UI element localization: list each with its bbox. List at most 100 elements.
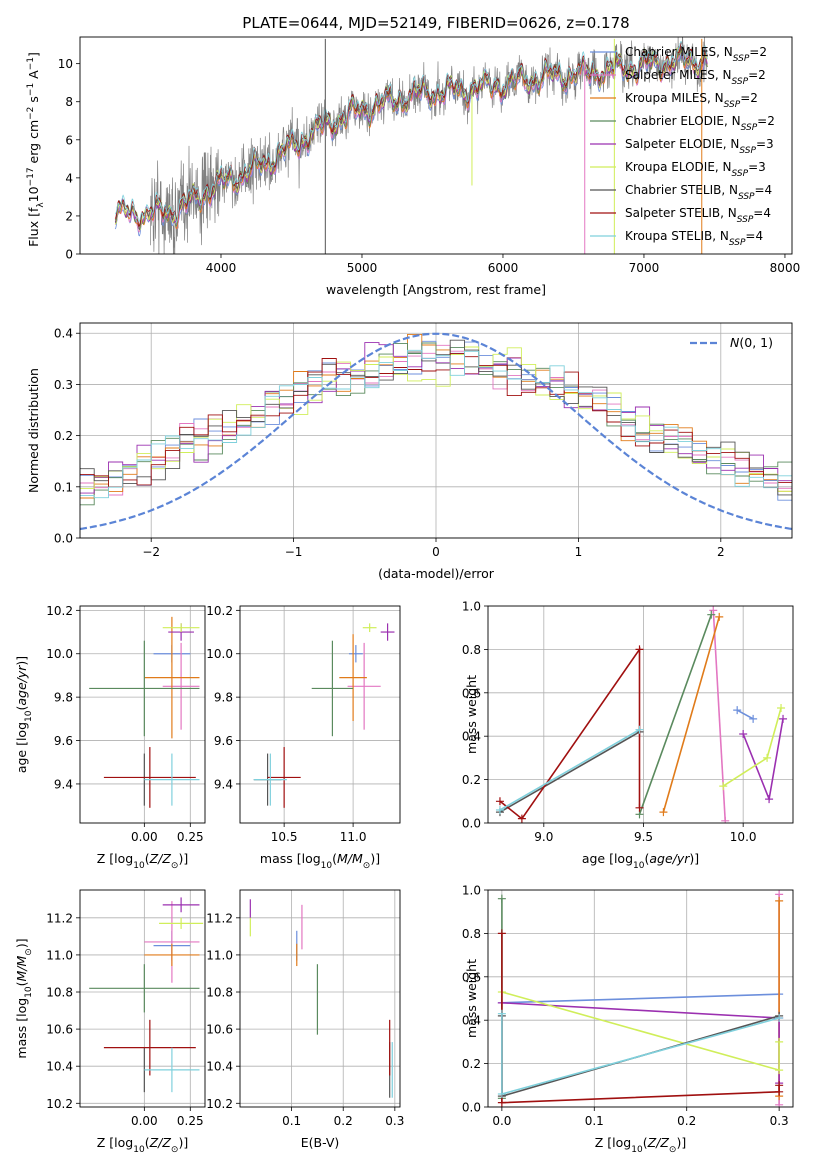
label-part: )] — [14, 656, 29, 666]
label-part: =3 — [748, 160, 766, 174]
x-tick-label: 0.2 — [334, 1114, 353, 1128]
legend-entry: Chabrier ELODIE, NSSP=2 — [625, 114, 775, 133]
label-part: N — [730, 335, 740, 350]
label-part: Z/Z — [647, 1135, 670, 1150]
y-tick-label: 9.8 — [54, 691, 73, 705]
x-tick-label: 0.25 — [177, 830, 204, 844]
y-axis-label: age [log10(age/yr)] — [14, 656, 34, 773]
y-tick-label: 10.4 — [46, 1060, 73, 1074]
label-part: age [log — [14, 722, 29, 773]
legend-entry: Chabrier MILES, NSSP=2 — [625, 45, 767, 64]
weight-marker — [775, 896, 784, 905]
legend-entry: Kroupa ELODIE, NSSP=3 — [625, 160, 766, 179]
label-part: M/M — [14, 955, 29, 981]
grid — [80, 606, 205, 823]
weight-series-line — [638, 614, 713, 815]
plot-area — [80, 890, 205, 1107]
weight-series-line — [501, 991, 780, 1072]
label-part: erg cm — [26, 120, 41, 168]
y-tick-label: 10.2 — [46, 1097, 73, 1111]
label-part: ( — [14, 706, 29, 711]
weight-marker — [709, 606, 718, 615]
label-part: ⊙ — [24, 948, 34, 956]
label-part: Kroupa ELODIE, N — [625, 160, 732, 174]
y-tick-label: 0.2 — [462, 1057, 481, 1071]
y-tick-label: 11.0 — [206, 948, 233, 962]
x-axis-label: (data-model)/error — [378, 566, 495, 581]
label-part: 10 — [633, 861, 645, 871]
axes-frame — [239, 889, 401, 1108]
weight-series-line — [499, 729, 640, 811]
y-tick-label: 4 — [65, 171, 73, 185]
weight-marker — [495, 805, 504, 814]
y-tick-label: 10.0 — [46, 647, 73, 661]
plot-area — [114, 37, 708, 254]
label-part: s — [26, 96, 41, 107]
label-part: age/yr — [649, 851, 690, 866]
weight-marker — [635, 803, 644, 812]
label-part: =2 — [740, 91, 758, 105]
y-tick-label: 10.2 — [206, 604, 233, 618]
label-part: ( — [332, 851, 337, 866]
x-axis-label: Z [log10(Z/Z⊙)] — [97, 1135, 188, 1155]
chart-residuals: −2 −1 0 1 2 0.0 0.1 0.2 0.3 0.4 (data-model)/error… — [26, 322, 793, 581]
grid — [240, 890, 400, 1107]
y-tick-label: 6 — [65, 133, 73, 147]
label-part: =2 — [748, 68, 766, 82]
weight-marker — [721, 816, 730, 823]
label-part: SSP — [739, 146, 756, 156]
y-tick-label: 11.0 — [46, 948, 73, 962]
label-part: −1 — [26, 57, 36, 70]
label-part: ( — [14, 981, 29, 986]
weight-marker — [775, 1066, 784, 1075]
label-part: Salpeter MILES, N — [625, 68, 732, 82]
y-tick-label: 0.0 — [54, 532, 73, 546]
label-part: ⊙ — [669, 1145, 677, 1155]
label-part: −2 — [26, 107, 36, 120]
label-part: mass [log — [260, 851, 321, 866]
weight-series-line — [501, 1013, 780, 1096]
weight-marker — [497, 1098, 506, 1107]
weight-series-line — [499, 731, 640, 813]
legend-entry: Salpeter STELIB, NSSP=4 — [625, 206, 771, 225]
x-axis-label: Z [log10(Z/Z⊙)] — [97, 851, 188, 871]
weight-marker — [765, 795, 774, 804]
plot-area — [488, 606, 793, 823]
axes-frame — [487, 889, 794, 1108]
label-part: =3 — [756, 137, 774, 151]
y-tick-label: 11.2 — [206, 911, 233, 925]
label-part: )] — [178, 851, 188, 866]
label-part: SSP — [729, 238, 746, 248]
x-tick-label: 5000 — [347, 261, 378, 275]
legend-entry: Salpeter ELODIE, NSSP=3 — [625, 137, 774, 156]
x-tick-label: 0 — [432, 545, 440, 559]
chart-age_vs_Z: 0.00 0.259.49.69.810.010.2Z [log10(Z/Z⊙)]… — [14, 604, 206, 871]
x-tick-label: 10.5 — [271, 830, 298, 844]
y-tick-label: 9.4 — [214, 777, 233, 791]
y-tick-label: 10.0 — [206, 647, 233, 661]
y-tick-label: 9.4 — [54, 777, 73, 791]
x-tick-label: 4000 — [206, 261, 237, 275]
weight-series-line — [742, 718, 784, 803]
label-part: mass [log — [14, 998, 29, 1059]
y-tick-label: 10.2 — [206, 1097, 233, 1111]
legend-entry: Salpeter MILES, NSSP=2 — [625, 68, 766, 87]
label-part: Z/Z — [149, 851, 172, 866]
label-part: −17 — [26, 167, 36, 186]
label-part: 10 — [133, 1145, 145, 1155]
spectrum-model-line — [114, 51, 708, 237]
label-part: =4 — [755, 183, 773, 197]
label-part: Chabrier MILES, N — [625, 45, 733, 59]
spectrum-model-line — [114, 41, 708, 227]
label-part: =2 — [749, 45, 767, 59]
label-part: 10 — [133, 861, 145, 871]
label-part: age [log — [582, 851, 633, 866]
y-tick-label: 2 — [65, 209, 73, 223]
y-tick-label: 8 — [65, 95, 73, 109]
label-part: Chabrier STELIB, N — [625, 183, 738, 197]
weight-marker — [733, 706, 742, 715]
label-part: (0, 1) — [739, 335, 773, 350]
y-tick-label: 0.4 — [462, 1014, 481, 1028]
x-tick-label: 0.1 — [282, 1114, 301, 1128]
x-tick-label: 0.0 — [492, 1114, 511, 1128]
